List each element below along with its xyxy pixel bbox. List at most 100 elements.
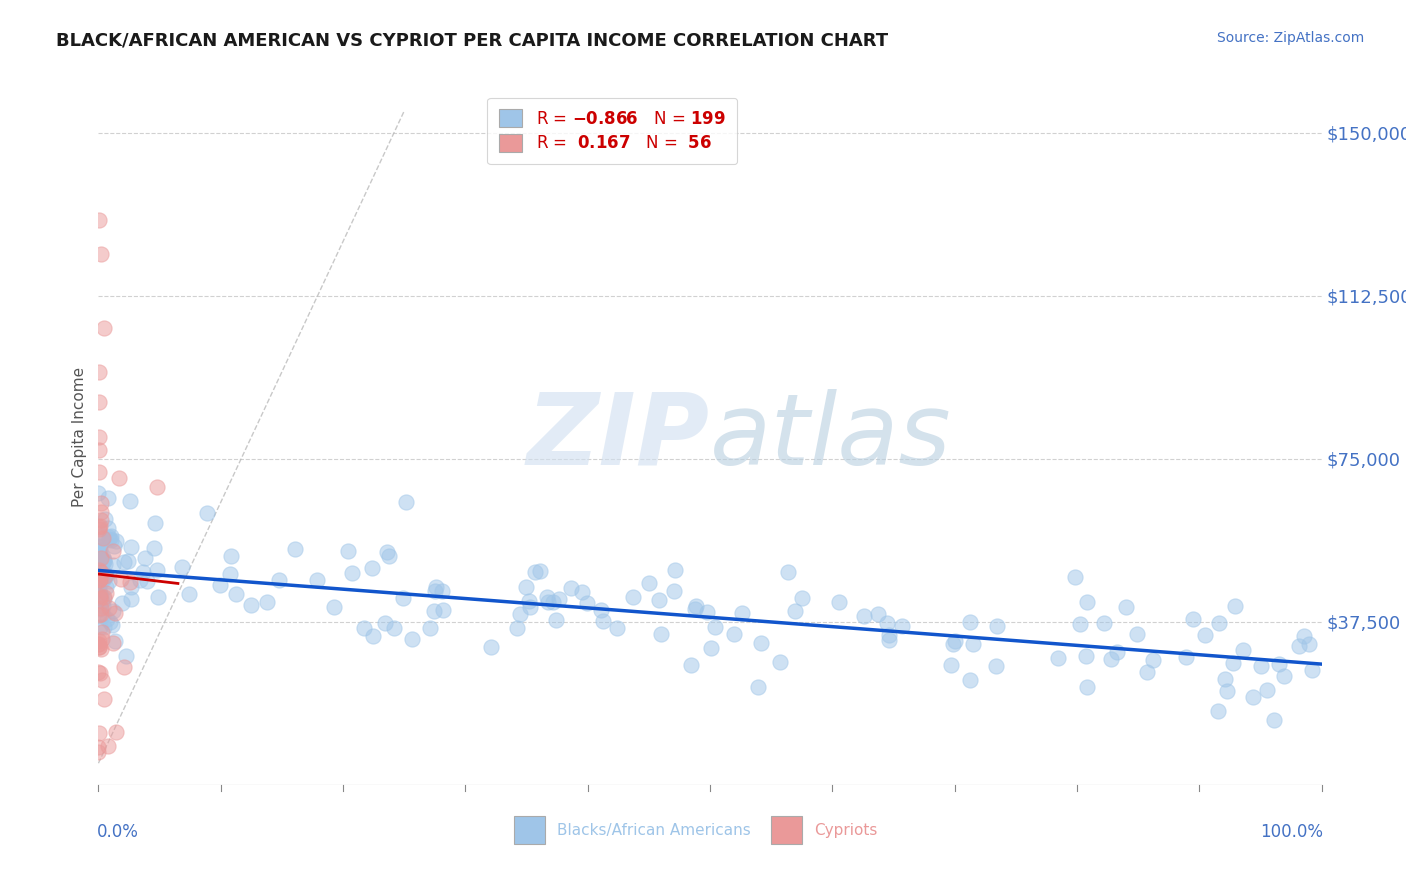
Point [877, 627, 900, 641]
Point [87, 726, 110, 740]
Point [110, 596, 132, 610]
Point [90, 564, 112, 578]
Point [87, 555, 110, 569]
Text: atlas: atlas [710, 389, 952, 485]
Point [89, 551, 111, 566]
Point [91, 673, 114, 687]
Point [679, 657, 702, 672]
Point [87, 541, 110, 555]
Point [1174, 650, 1197, 665]
Point [87, 586, 110, 600]
Point [423, 583, 446, 598]
Point [374, 615, 396, 630]
Point [101, 635, 124, 649]
Point [506, 621, 529, 635]
Y-axis label: Per Capita Income: Per Capita Income [72, 367, 87, 508]
Point [378, 549, 401, 563]
Point [1115, 599, 1137, 614]
Point [683, 601, 706, 615]
Point [1182, 612, 1205, 626]
Point [87, 395, 110, 409]
Point [361, 561, 384, 575]
Point [94, 585, 117, 599]
Point [90, 642, 112, 657]
Point [93, 553, 115, 567]
Point [592, 615, 614, 629]
Point [90, 513, 112, 527]
Point [110, 572, 132, 586]
Point [517, 593, 540, 607]
Point [195, 506, 218, 520]
Point [959, 615, 981, 629]
Point [89, 539, 111, 553]
Point [664, 563, 686, 577]
Point [89, 542, 111, 557]
Point [89, 529, 111, 543]
Point [432, 603, 454, 617]
Point [87, 640, 110, 654]
Point [576, 596, 599, 610]
Point [256, 595, 278, 609]
Point [87, 212, 110, 227]
Point [89, 590, 111, 604]
Point [340, 566, 363, 580]
Point [146, 590, 169, 604]
Point [890, 619, 912, 633]
Point [87, 593, 110, 607]
Point [267, 573, 290, 587]
Point [776, 565, 799, 579]
Point [219, 567, 242, 582]
Point [93, 321, 115, 335]
Point [1076, 595, 1098, 609]
Point [108, 470, 131, 484]
Point [172, 560, 194, 574]
Point [90, 600, 112, 615]
Point [87, 582, 110, 597]
Point [1208, 615, 1230, 630]
Text: Cypriots: Cypriots [814, 822, 877, 838]
Point [136, 574, 159, 588]
Point [87, 581, 110, 595]
Point [87, 637, 110, 651]
Point [96, 521, 118, 535]
Point [89, 561, 111, 575]
Point [101, 558, 124, 572]
Point [723, 627, 745, 641]
Point [769, 655, 792, 669]
Point [87, 562, 110, 576]
FancyBboxPatch shape [772, 816, 801, 844]
Point [943, 633, 966, 648]
Point [637, 576, 659, 591]
Point [219, 549, 242, 563]
Point [87, 637, 110, 651]
Point [98, 615, 121, 629]
Point [87, 589, 110, 603]
Point [606, 622, 628, 636]
Point [104, 634, 127, 648]
Point [93, 691, 115, 706]
Point [91, 594, 114, 608]
Point [986, 658, 1008, 673]
Point [98, 532, 121, 546]
Point [1125, 627, 1147, 641]
Point [89, 518, 111, 533]
Point [89, 602, 111, 616]
Point [90, 589, 112, 603]
Point [143, 541, 166, 556]
Point [704, 620, 727, 634]
Point [87, 540, 110, 554]
Point [87, 634, 110, 648]
Point [87, 573, 110, 587]
Text: Blacks/African Americans: Blacks/African Americans [557, 822, 751, 838]
Text: 100.0%: 100.0% [1260, 823, 1323, 841]
Point [1256, 682, 1278, 697]
Point [1232, 643, 1254, 657]
Point [307, 574, 329, 588]
Point [401, 632, 423, 646]
Point [91, 568, 114, 582]
Point [432, 584, 454, 599]
Point [90, 505, 112, 519]
Point [101, 604, 124, 618]
Point [89, 666, 111, 681]
Point [868, 607, 890, 622]
